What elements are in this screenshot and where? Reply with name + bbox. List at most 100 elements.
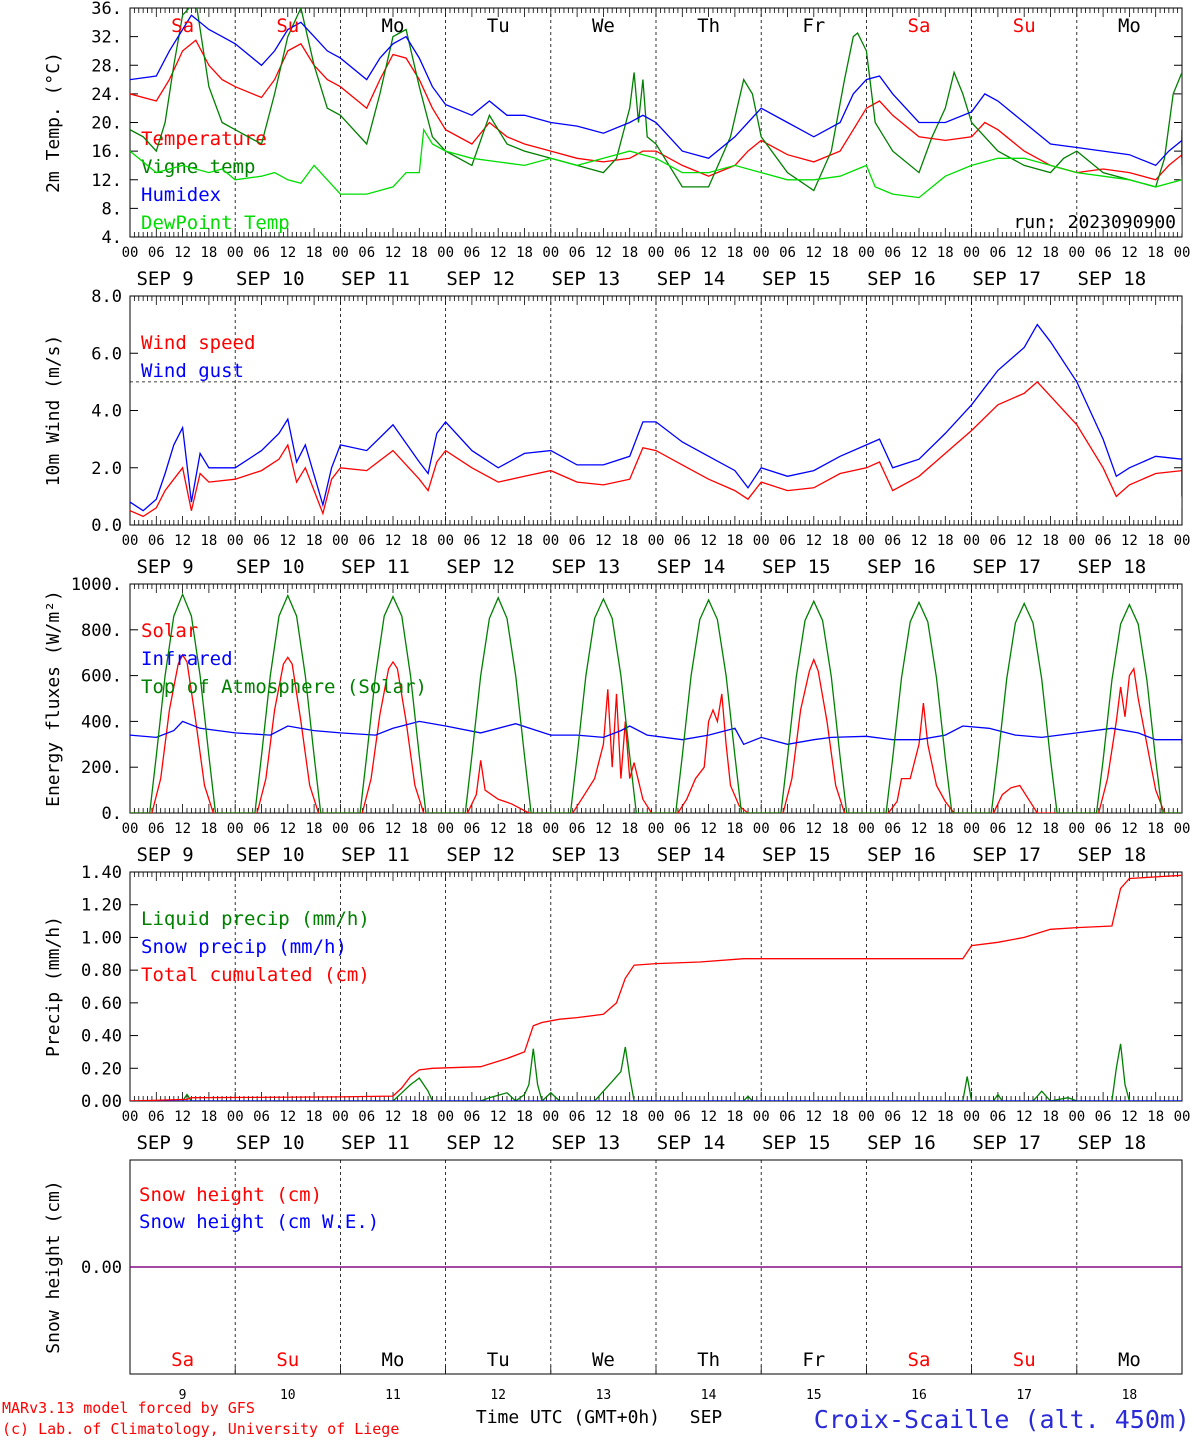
hour-label: 00 — [122, 533, 139, 549]
hour-label: 06 — [779, 1109, 796, 1125]
hour-label: 12 — [911, 245, 928, 261]
weekday-label: Sa — [171, 15, 194, 37]
date-label: SEP 18 — [1078, 844, 1147, 866]
ytick-label: 600. — [81, 667, 122, 687]
hour-label: 06 — [989, 821, 1006, 837]
ytick-label: 0.80 — [81, 961, 122, 981]
date-label: SEP 10 — [236, 844, 305, 866]
day-number-label: 18 — [1122, 1388, 1138, 1403]
hour-label: 00 — [227, 1109, 244, 1125]
hour-label: 06 — [569, 1109, 586, 1125]
ytick-label: 0.60 — [81, 994, 122, 1014]
hour-label: 06 — [358, 245, 375, 261]
hour-label: 12 — [490, 1109, 507, 1125]
hour-label: 18 — [1042, 1109, 1059, 1125]
hour-label: 06 — [674, 245, 691, 261]
weekday-label: Su — [1013, 1349, 1036, 1371]
hour-label: 12 — [1121, 245, 1138, 261]
series-line-2 — [130, 720, 1182, 746]
date-label: SEP 17 — [972, 556, 1041, 578]
series-line-4 — [130, 127, 1182, 234]
weekday-label: Tu — [487, 1349, 510, 1371]
hour-label: 18 — [1147, 533, 1164, 549]
hour-label: 00 — [332, 1109, 349, 1125]
hour-label: 00 — [437, 533, 454, 549]
ytick-label: 400. — [81, 712, 122, 732]
hour-label: 00 — [753, 1109, 770, 1125]
hour-label: 06 — [148, 821, 165, 837]
weekday-label: Sa — [171, 1349, 194, 1371]
date-label: SEP 15 — [762, 844, 831, 866]
legend-entry: Wind speed — [141, 332, 255, 354]
panel-3: 0. 200. 400. 600. 800. 1000. Energy fluxes (W/… — [43, 575, 1190, 866]
hour-label: 12 — [174, 245, 191, 261]
hour-label: 00 — [437, 1109, 454, 1125]
hour-label: 00 — [437, 821, 454, 837]
hour-label: 12 — [805, 533, 822, 549]
hour-label: 12 — [385, 1109, 402, 1125]
y-axis-label: 10m Wind (m/s) — [43, 335, 64, 487]
ytick-label: 4. — [102, 228, 122, 248]
day-number-label: 13 — [596, 1388, 612, 1403]
hour-label: 00 — [963, 245, 980, 261]
hour-label: 06 — [253, 821, 270, 837]
hour-label: 00 — [648, 245, 665, 261]
hour-label: 18 — [1042, 533, 1059, 549]
date-label: SEP 16 — [867, 268, 936, 290]
hour-label: 06 — [1095, 245, 1112, 261]
weekday-label: Mo — [382, 15, 405, 37]
y-axis-label: Energy fluxes (W/m²) — [43, 590, 64, 807]
date-label: SEP 10 — [236, 556, 305, 578]
hour-label: 12 — [700, 245, 717, 261]
hour-label: 12 — [700, 533, 717, 549]
run-label: run: 2023090900 — [1013, 212, 1176, 233]
hour-label: 12 — [279, 533, 296, 549]
hour-label: 18 — [411, 821, 428, 837]
date-label: SEP 15 — [762, 268, 831, 290]
date-label: SEP 11 — [341, 268, 410, 290]
date-label: SEP 15 — [762, 556, 831, 578]
weekday-label: Th — [697, 15, 720, 37]
hour-label: 06 — [989, 1109, 1006, 1125]
hour-label: 18 — [200, 1109, 217, 1125]
hour-label: 00 — [1068, 1109, 1085, 1125]
hour-label: 12 — [174, 821, 191, 837]
ytick-label: 4.0 — [91, 402, 122, 422]
day-number-label: 11 — [385, 1388, 401, 1403]
hour-label: 12 — [1121, 1109, 1138, 1125]
hour-label: 12 — [490, 821, 507, 837]
hour-label: 06 — [1095, 821, 1112, 837]
date-label: SEP 17 — [972, 268, 1041, 290]
hour-label: 06 — [884, 821, 901, 837]
date-label: SEP 16 — [867, 1132, 936, 1154]
hour-label: 18 — [200, 245, 217, 261]
series-line-1 — [130, 373, 1182, 518]
series-line-3 — [130, 592, 1182, 813]
hour-label: 18 — [1147, 821, 1164, 837]
hour-label: 12 — [911, 533, 928, 549]
hour-label: 12 — [1016, 1109, 1033, 1125]
hour-label: 18 — [621, 245, 638, 261]
hour-label: 06 — [569, 821, 586, 837]
ytick-label: 200. — [81, 758, 122, 778]
legend-entry: DewPoint Temp — [141, 212, 290, 234]
hour-label: 18 — [306, 1109, 323, 1125]
hour-label: 00 — [227, 533, 244, 549]
date-label: SEP 11 — [341, 1132, 410, 1154]
hour-label: 06 — [1095, 1109, 1112, 1125]
legend-entry: Total cumulated (cm) — [141, 964, 370, 986]
ytick-label: 1.40 — [81, 863, 122, 883]
hour-label: 06 — [674, 533, 691, 549]
hour-label: 06 — [148, 1109, 165, 1125]
hour-label: 18 — [937, 1109, 954, 1125]
hour-label: 00 — [227, 821, 244, 837]
date-label: SEP 16 — [867, 556, 936, 578]
hour-label: 12 — [385, 245, 402, 261]
hour-label: 12 — [1121, 533, 1138, 549]
weekday-label: Th — [697, 1349, 720, 1371]
date-label: SEP 11 — [341, 844, 410, 866]
date-label: SEP 9 — [136, 844, 193, 866]
date-label: SEP 10 — [236, 1132, 305, 1154]
hour-label: 00 — [1068, 245, 1085, 261]
hour-label: 18 — [1147, 245, 1164, 261]
